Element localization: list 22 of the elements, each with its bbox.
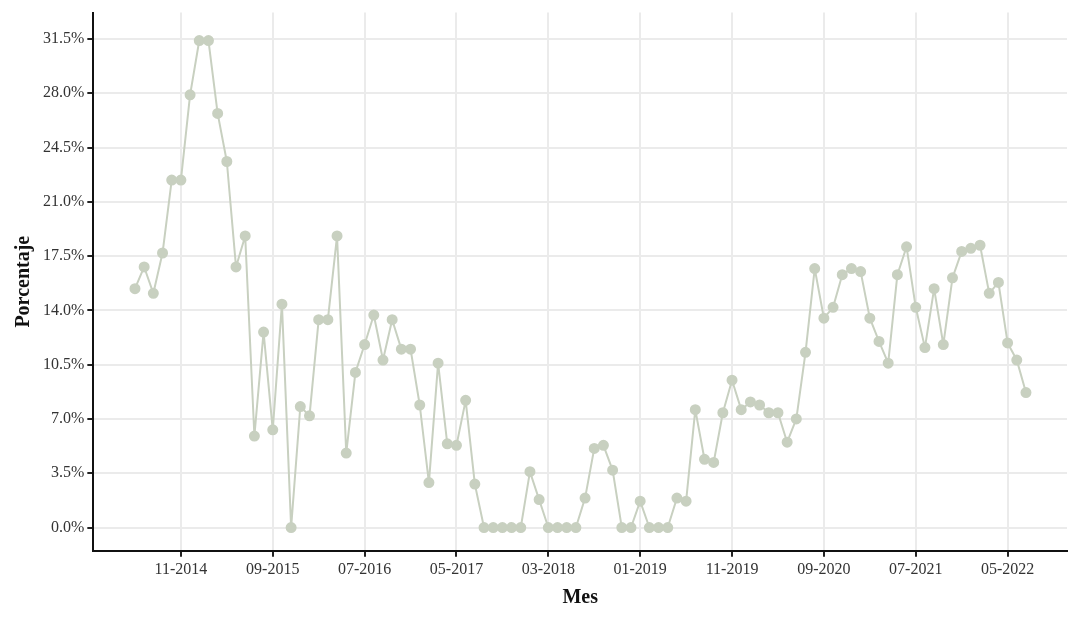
y-tick-label: 10.5%: [43, 354, 85, 372]
y-tick-label: 7.0%: [51, 409, 85, 427]
x-tick-label: 05-2017: [429, 559, 484, 577]
y-tick-label: 21.0%: [43, 192, 85, 210]
x-tick-label: 11-2014: [154, 559, 208, 577]
y-tick-label: 0.0%: [51, 517, 85, 535]
y-tick-label: 14.0%: [43, 300, 85, 318]
x-tick-label: 07-2016: [337, 559, 392, 577]
y-axis-title: Porcentaje: [11, 235, 35, 328]
x-tick-label: 01-2019: [613, 559, 667, 577]
x-tick-label: 11-2019: [705, 559, 759, 577]
x-tick-label: 07-2021: [889, 559, 943, 577]
y-tick-label: 24.5%: [43, 137, 85, 155]
x-tick-label: 05-2022: [980, 559, 1035, 577]
x-tick-label: 09-2015: [246, 559, 300, 577]
x-tick-label: 09-2020: [797, 559, 851, 577]
y-tick-label: 3.5%: [51, 463, 85, 481]
y-tick-label: 28.0%: [43, 83, 85, 101]
x-tick-label: 03-2018: [521, 559, 575, 577]
y-tick-label: 31.5%: [43, 29, 85, 47]
x-axis-title: Mes: [562, 585, 599, 608]
y-tick-label: 17.5%: [43, 246, 85, 264]
